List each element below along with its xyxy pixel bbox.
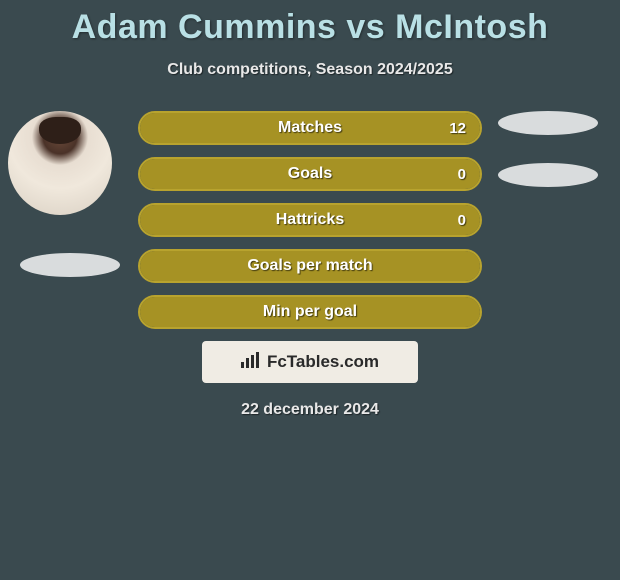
stat-row: Goals per match [138,249,482,283]
chart-icon [241,352,261,373]
stat-label: Goals per match [140,251,480,281]
page-title: Adam Cummins vs McIntosh [0,0,620,47]
source-badge-text: FcTables.com [267,352,379,372]
date-line: 22 december 2024 [0,401,620,419]
stat-label: Hattricks [140,205,480,235]
stat-row: Min per goal [138,295,482,329]
source-badge: FcTables.com [202,341,418,383]
stat-label: Matches [140,113,480,143]
stat-label: Goals [140,159,480,189]
player-right-shadow-1 [498,111,598,135]
player-left-avatar [8,111,112,215]
page-subtitle: Club competitions, Season 2024/2025 [0,61,620,79]
stat-rows: Matches12Goals0Hattricks0Goals per match… [138,111,482,329]
stat-row: Matches12 [138,111,482,145]
stat-row: Hattricks0 [138,203,482,237]
stat-value: 0 [458,159,466,189]
stat-value: 0 [458,205,466,235]
player-right-shadow-2 [498,163,598,187]
comparison-area: Matches12Goals0Hattricks0Goals per match… [0,111,620,419]
stat-label: Min per goal [140,297,480,327]
player-left-shadow [20,253,120,277]
stat-value: 12 [449,113,466,143]
stat-row: Goals0 [138,157,482,191]
